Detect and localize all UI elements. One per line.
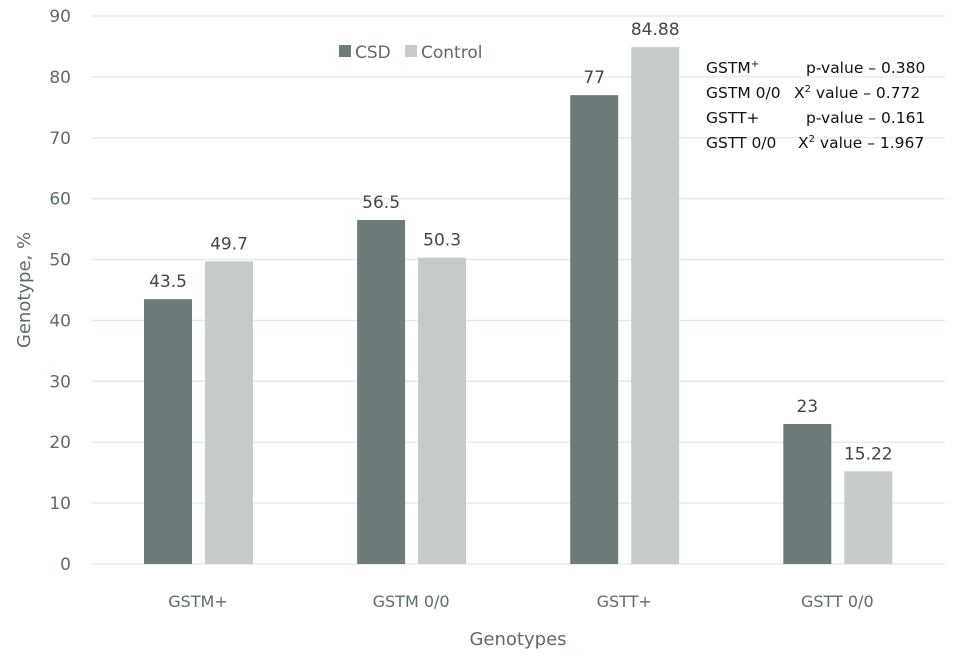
annotation-stat: p-value – 0.161 [806, 109, 925, 127]
bar-control-0 [205, 261, 253, 564]
data-label: 56.5 [362, 193, 400, 213]
annotation-superscript: 2 [805, 84, 811, 95]
annotation-row-1: GSTM+ p-value – 0.380 [706, 59, 925, 77]
y-tick-label: 60 [49, 190, 71, 210]
annotation-superscript: + [751, 59, 759, 70]
bar-csd-3 [783, 423, 832, 564]
data-label: 50.3 [423, 231, 461, 251]
x-axis-categories: GSTM+ GSTM 0/0 GSTT+ GSTT 0/0 [168, 592, 873, 611]
annotation-genotype: GSTT+ [706, 109, 760, 127]
bar-csd-2 [570, 95, 619, 565]
y-tick-label: 40 [49, 311, 71, 331]
annotation-superscript: 2 [809, 134, 815, 145]
annotation-row-3: GSTT+ p-value – 0.161 [706, 109, 925, 127]
legend-swatch-control [405, 45, 417, 57]
y-tick-label: 50 [49, 251, 71, 271]
x-tick-label: GSTM+ [168, 592, 228, 611]
legend-label-control: Control [421, 43, 482, 63]
y-axis-title: Genotype, % [14, 232, 35, 348]
y-tick-label: 90 [49, 7, 71, 27]
bar-csd-0 [144, 299, 192, 564]
annotation-chi-symbol: X [794, 84, 805, 102]
data-label: 23 [796, 397, 818, 417]
bar-control-3 [844, 471, 893, 564]
data-label: 77 [583, 68, 605, 88]
data-labels: 43.5 49.7 56.5 50.3 77 84.88 23 15.22 [149, 20, 893, 464]
annotation-row-2: GSTM 0/0 X2 value – 0.772 [706, 84, 920, 102]
bars [144, 47, 893, 565]
y-tick-label: 70 [49, 129, 71, 149]
x-axis-title: Genotypes [469, 629, 566, 650]
annotation-stat: value – 1.967 [815, 134, 924, 152]
annotation-genotype: GSTM [706, 59, 751, 77]
statistics-annotation: GSTM+ p-value – 0.380 GSTM 0/0 X2 value – … [706, 59, 925, 152]
data-label: 15.22 [844, 444, 893, 464]
y-tick-label: 30 [49, 372, 71, 392]
annotation-stat: value – 0.772 [811, 84, 920, 102]
annotation-genotype: GSTT 0/0 [706, 134, 776, 152]
x-tick-label: GSTT+ [597, 592, 652, 611]
x-tick-label: GSTM 0/0 [373, 592, 450, 611]
bar-csd-1 [357, 219, 406, 564]
bar-control-2 [631, 47, 680, 564]
legend: CSD Control [339, 43, 482, 63]
x-tick-label: GSTT 0/0 [801, 592, 874, 611]
annotation-row-4: GSTT 0/0 X2 value – 1.967 [706, 134, 924, 152]
data-label: 43.5 [149, 272, 187, 292]
y-axis-ticks: 0 10 20 30 40 50 60 70 80 90 [49, 7, 71, 575]
annotation-stat: p-value – 0.380 [806, 59, 925, 77]
data-label: 84.88 [631, 20, 680, 40]
y-tick-label: 10 [49, 494, 71, 514]
annotation-chi-symbol: X [798, 134, 809, 152]
legend-swatch-csd [339, 45, 351, 57]
legend-label-csd: CSD [355, 43, 391, 63]
y-tick-label: 80 [49, 68, 71, 88]
annotation-genotype: GSTM 0/0 [706, 84, 781, 102]
y-tick-label: 20 [49, 433, 71, 453]
data-label: 49.7 [210, 234, 248, 254]
bar-control-1 [418, 257, 467, 564]
y-tick-label: 0 [60, 555, 71, 575]
